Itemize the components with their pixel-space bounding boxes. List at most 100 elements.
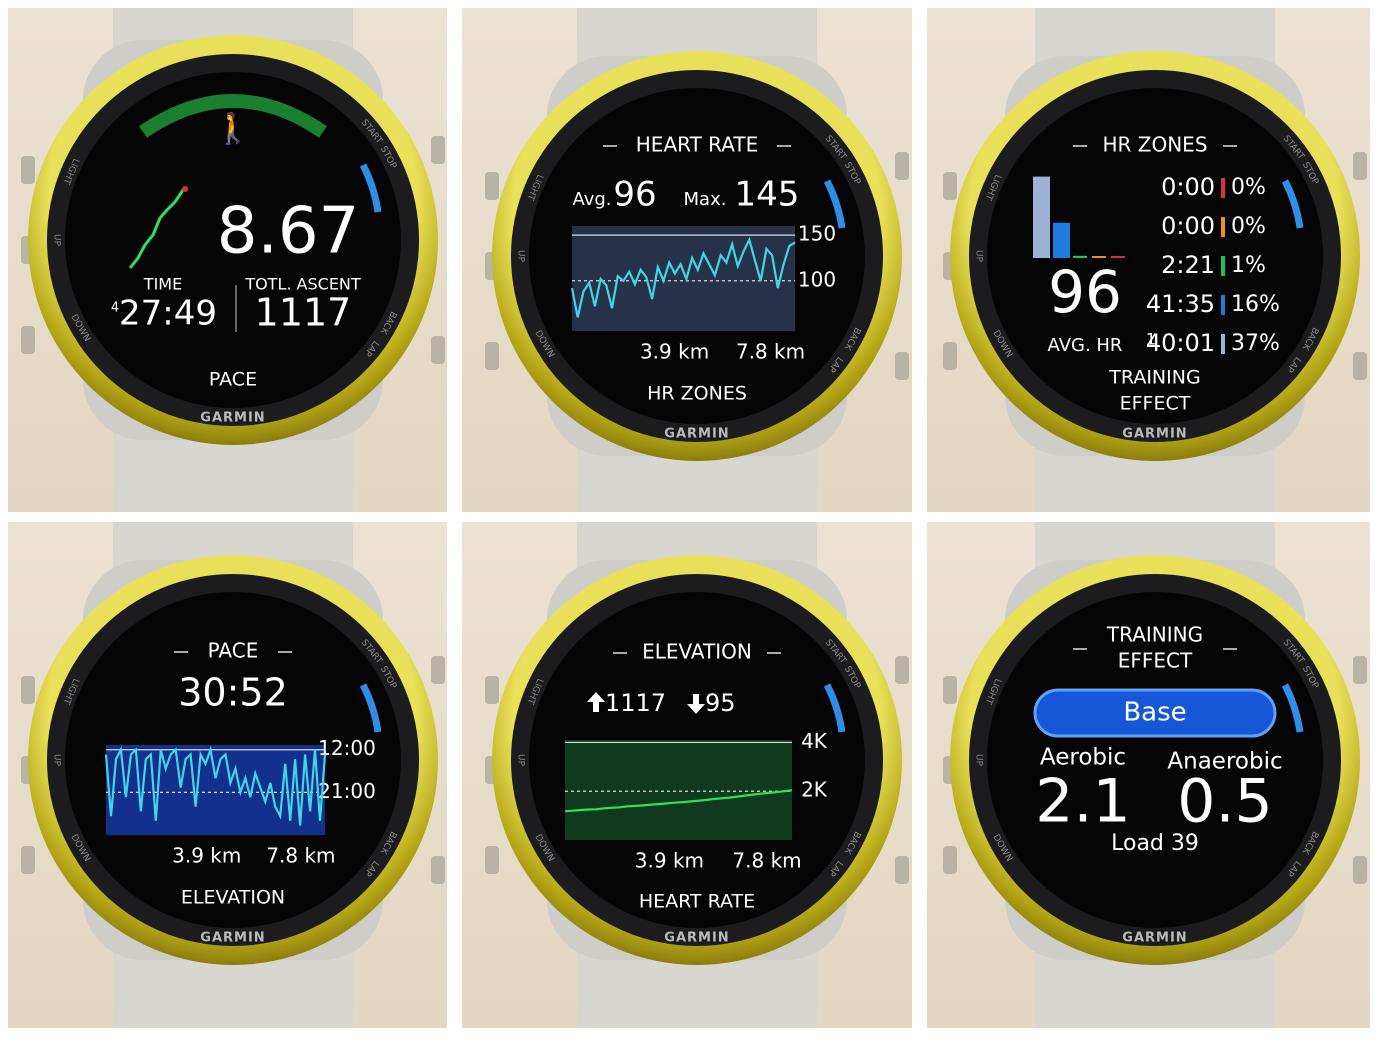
brand: GARMIN [1122,931,1187,946]
label: AVG. HR [1048,335,1123,356]
label: 4 [111,301,119,316]
bezel-label: UP [974,250,984,263]
zone-hours: 1 [1146,330,1156,349]
screen-content: ELEVATION 1117 95 4K 2K 3.9 km 7.8 km HEART RAT… [564,640,828,913]
next-page: EFFECT [1120,393,1191,415]
zone-percent: 16% [1231,292,1280,317]
status-pill [1033,688,1277,738]
button [895,856,909,884]
screen [65,72,401,408]
button [431,136,445,164]
y-tick-label: 12:00 [318,736,376,760]
button [431,856,445,884]
ascent-value: 1117 [605,689,666,717]
button [431,656,445,684]
button [485,342,499,370]
zone-time: 2:21 [1161,251,1215,279]
button [431,336,445,364]
x-tick-label: 7.8 km [736,340,805,364]
bezel-label: UP [974,754,984,767]
avg-value: 96 [1048,258,1122,326]
x-tick-label: 7.8 km [266,844,335,868]
brand: GARMIN [664,427,729,442]
y-tick-label: 2K [801,778,828,802]
data-line [564,789,793,813]
zone-time: 0:00 [1161,212,1215,240]
button [943,172,957,200]
zone-bar [1053,222,1070,258]
button [895,152,909,180]
brand: GARMIN [200,931,265,946]
button [21,326,35,354]
y-tick-label: 150 [798,222,836,246]
button [1353,152,1367,180]
watch-photo: LIGHT UP DOWN START STOP BACK LAP GARMIN PACE 30:… [8,522,447,1028]
y-tick-label: 21:00 [318,779,376,803]
next-page: HEART RATE [639,891,755,913]
main-value: 8.67 [217,195,360,269]
zone-tick [1221,334,1225,354]
next-page: TRAINING [1108,367,1200,389]
bezel-label: UP [52,234,62,247]
screen-content: HR ZONES 0:00 0% 0:00 0% 2:21 1% 41:35 16% 40:011… [1033,133,1280,415]
screen-title: HR ZONES [1102,133,1207,157]
zone-tick [1221,295,1225,315]
route-end [182,186,188,192]
start-indicator [359,683,382,733]
activity-icon: 🚶 [214,111,251,147]
zone-percent: 1% [1231,253,1266,278]
screen-title: HEART RATE [636,133,758,157]
button [895,352,909,380]
watch-photo: LIGHT UP DOWN START STOP BACK LAP GARMIN HR ZONE… [927,8,1370,512]
button [1353,352,1367,380]
pace-value: 30:52 [178,671,288,715]
zone-tick [1221,256,1225,276]
bezel-label: UP [516,754,526,767]
start-indicator [823,179,846,229]
button [485,676,499,704]
screen-content: HEART RATE Avg. 96 Max. 145 150 100 3.9 km 7.8 k… [570,133,836,405]
anaerobic-value: 0.5 [1177,767,1272,837]
zone-tick [1221,217,1225,237]
button [943,342,957,370]
max-value: 145 [735,175,800,215]
button [485,172,499,200]
chart-area [565,740,792,840]
label: Aerobic [1040,745,1126,771]
data-line [104,745,327,826]
start-indicator [1281,179,1304,229]
x-tick-label: 3.9 km [172,844,241,868]
watch: LIGHTUPDOWNSTARTSTOPBACKLAPGARMIN🚶8.67TI… [21,8,445,512]
x-tick-label: 7.8 km [732,849,801,873]
button [21,156,35,184]
y-tick-label: 4K [801,729,828,753]
label: Avg. [572,189,611,210]
start-indicator [823,683,846,733]
x-tick-label: 3.9 km [635,849,704,873]
zone-tick [1221,178,1225,198]
start-indicator [359,163,382,213]
button [485,846,499,874]
watch: LIGHTUPDOWNSTARTSTOPBACKLAPGARMINTRAININ… [943,522,1367,1028]
button [895,656,909,684]
next-page: HR ZONES [647,383,747,405]
button [21,846,35,874]
next-page: ELEVATION [181,887,285,909]
zone-bar [1092,256,1106,258]
x-tick-label: 3.9 km [640,340,709,364]
label: TOTL. ASCENT [244,275,361,294]
watch: LIGHTUPDOWNSTARTSTOPBACKLAPGARMINELEVATI… [485,522,909,1028]
route [128,189,185,269]
watch-photo: LIGHT UP DOWN START STOP BACK LAP GARMIN HEART R… [462,8,912,512]
brand: GARMIN [1122,427,1187,442]
zone-time: 0:00 [1161,173,1215,201]
aerobic-value: 2.1 [1035,767,1130,837]
avg-value: 96 [613,175,656,215]
screen [987,88,1323,424]
y-tick-label: 100 [798,267,836,291]
zone-bar [1033,176,1050,258]
zone-bar [1111,256,1125,258]
